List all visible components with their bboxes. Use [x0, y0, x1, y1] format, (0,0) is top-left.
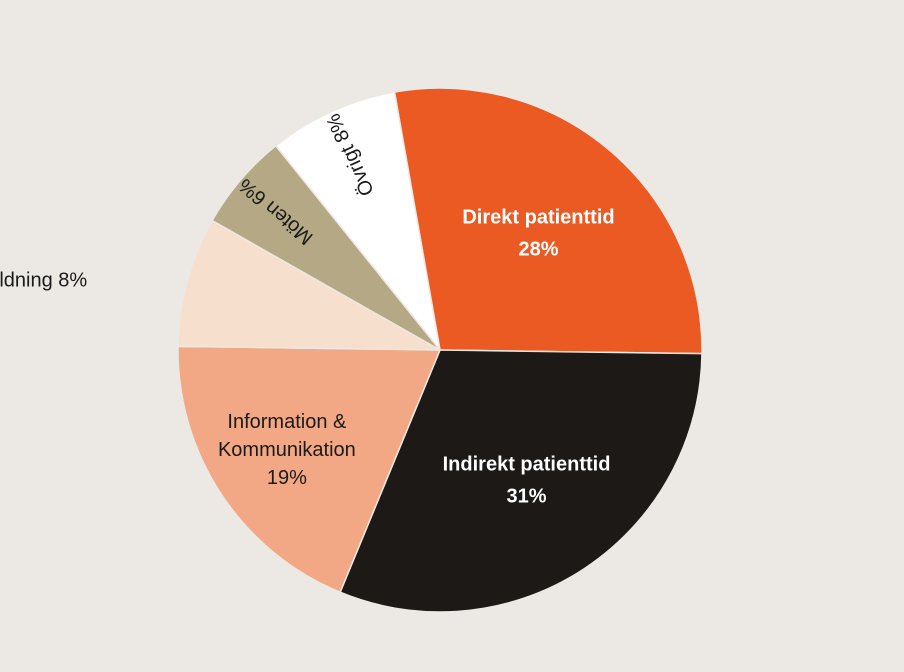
- svg-text:28%: 28%: [518, 239, 558, 261]
- pie-chart-container: Direkt patienttid 28% Indirekt patienttid 3…: [0, 0, 904, 672]
- svg-text:Indirekt patienttid: Indirekt patienttid: [443, 454, 611, 476]
- svg-text:19%: 19%: [267, 467, 307, 489]
- svg-text:Information &: Information &: [227, 411, 347, 433]
- svg-text:Utbildning 8%: Utbildning 8%: [0, 270, 87, 292]
- slice-label: Utbildning 8%: [0, 270, 87, 292]
- svg-text:31%: 31%: [507, 486, 547, 508]
- svg-text:Kommunikation: Kommunikation: [218, 439, 356, 461]
- svg-text:Direkt patienttid: Direkt patienttid: [462, 207, 614, 229]
- pie-chart: Direkt patienttid 28% Indirekt patienttid 3…: [0, 0, 904, 672]
